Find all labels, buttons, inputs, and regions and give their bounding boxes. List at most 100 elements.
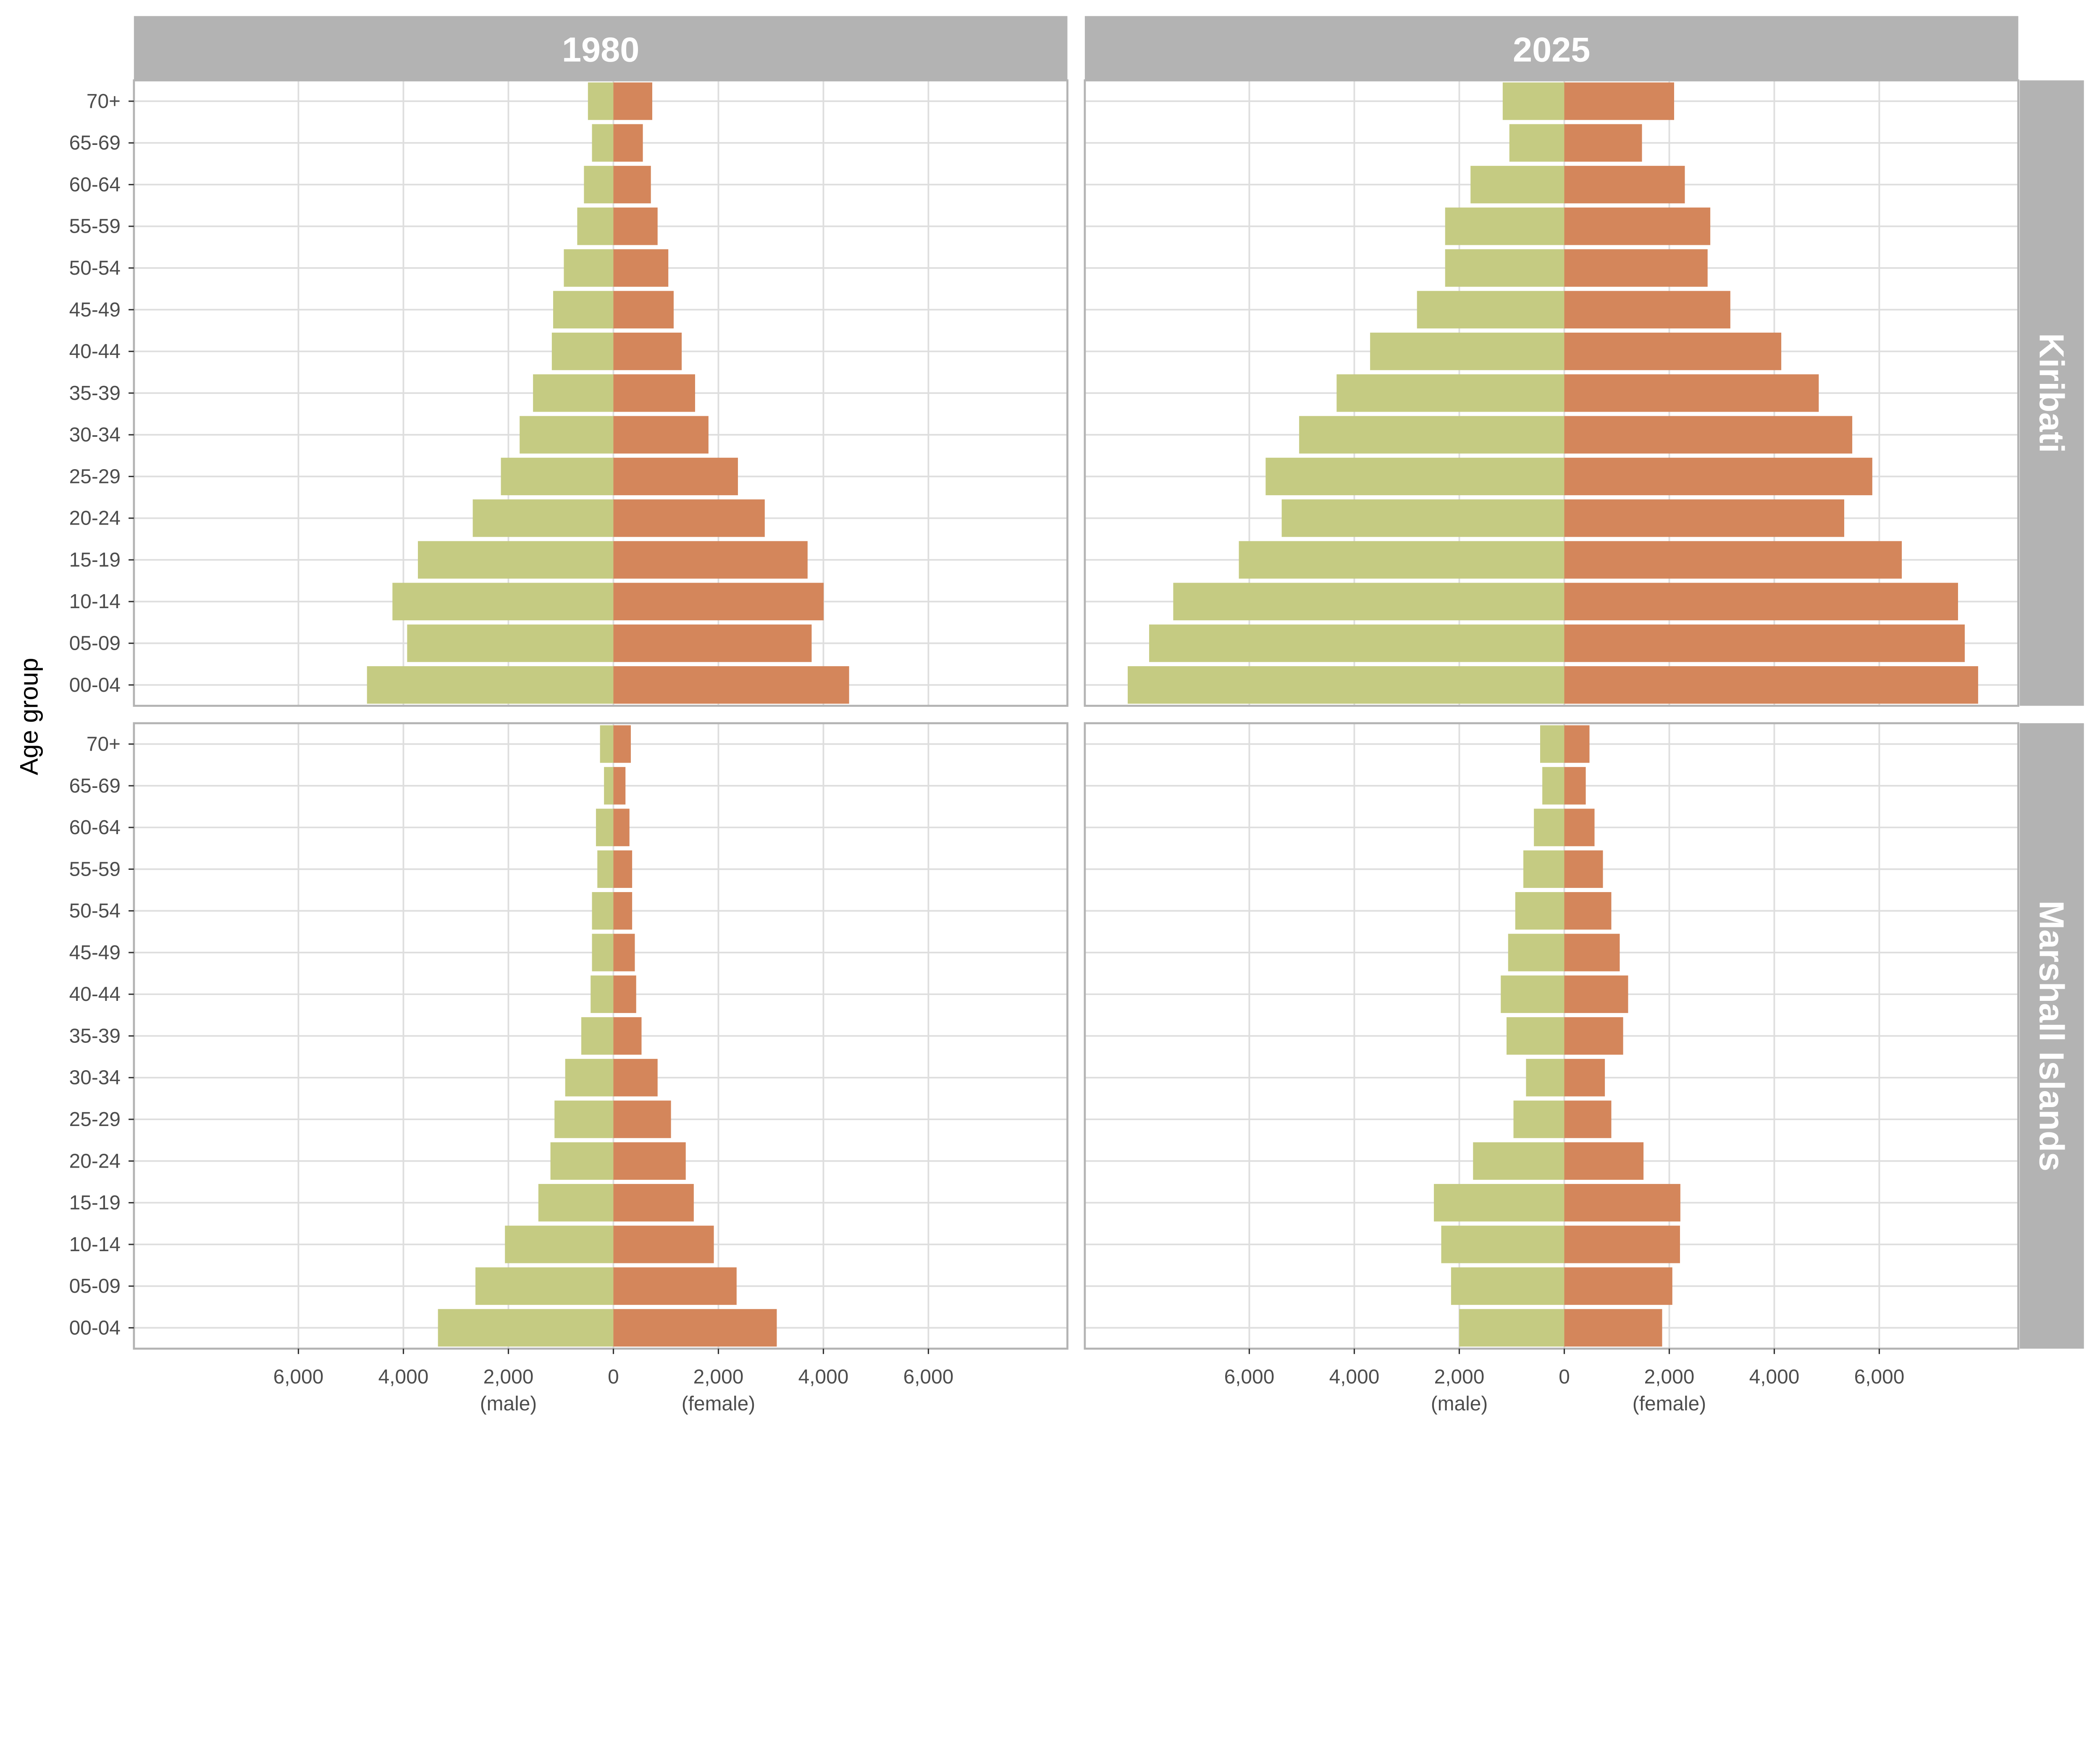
x-tick-label: 2,000 xyxy=(1434,1366,1485,1388)
bar-male-25-29 xyxy=(1513,1100,1564,1138)
bar-female-55-59 xyxy=(613,850,633,888)
bar-female-15-19 xyxy=(613,1184,694,1222)
bar-male-70+ xyxy=(588,82,614,120)
panel-border xyxy=(1084,722,2019,1350)
y-axis-title: Age group xyxy=(14,658,43,775)
bar-male-10-14 xyxy=(505,1226,614,1263)
bar-female-30-34 xyxy=(1564,1059,1605,1097)
bar-female-00-04 xyxy=(613,1309,777,1347)
y-tick-label: 35-39 xyxy=(69,382,121,404)
bar-female-65-69 xyxy=(1564,767,1586,805)
x-sublabel-female: (female) xyxy=(682,1393,755,1415)
bar-male-00-04 xyxy=(1459,1309,1564,1347)
bar-female-55-59 xyxy=(613,207,658,245)
bar-male-25-29 xyxy=(1265,457,1564,496)
bar-female-55-59 xyxy=(1564,850,1603,888)
bar-male-30-34 xyxy=(520,416,614,454)
x-tick-label: 6,000 xyxy=(903,1366,954,1388)
bar-male-10-14 xyxy=(1441,1226,1564,1263)
bar-female-55-59 xyxy=(1564,207,1711,245)
x-tick-label: 4,000 xyxy=(798,1366,849,1388)
y-tick-label: 65-69 xyxy=(69,775,121,797)
bar-female-25-29 xyxy=(1564,457,1872,496)
y-tick-label: 70+ xyxy=(87,90,121,113)
bar-female-40-44 xyxy=(1564,975,1628,1013)
y-tick-label: 35-39 xyxy=(69,1025,121,1047)
bar-male-15-19 xyxy=(417,541,614,579)
bar-male-15-19 xyxy=(538,1184,614,1222)
bar-female-10-14 xyxy=(1564,583,1958,620)
row-strip xyxy=(2019,80,2084,706)
bar-male-30-34 xyxy=(565,1059,614,1097)
bar-male-40-44 xyxy=(1501,975,1564,1013)
y-tick-label: 60-64 xyxy=(69,173,121,196)
y-tick-label: 40-44 xyxy=(69,341,121,363)
bar-male-20-24 xyxy=(1473,1142,1564,1180)
bar-female-20-24 xyxy=(1564,499,1844,537)
bar-female-60-64 xyxy=(613,808,630,846)
bar-male-00-04 xyxy=(438,1309,614,1347)
bar-female-60-64 xyxy=(1564,165,1685,204)
y-tick-label: 55-59 xyxy=(69,858,121,880)
bar-female-50-54 xyxy=(1564,249,1708,287)
y-tick-label: 15-19 xyxy=(69,1192,121,1214)
bar-male-05-09 xyxy=(407,624,614,662)
bar-male-25-29 xyxy=(554,1100,614,1138)
bar-male-65-69 xyxy=(604,767,614,805)
y-tick-label: 15-19 xyxy=(69,549,121,571)
bar-female-25-29 xyxy=(1564,1100,1612,1138)
bar-male-15-19 xyxy=(1239,541,1564,579)
bar-male-60-64 xyxy=(1534,808,1564,846)
y-tick-label: 50-54 xyxy=(69,257,121,279)
bar-female-30-34 xyxy=(1564,416,1853,454)
bar-male-45-49 xyxy=(1417,291,1564,329)
x-tick-label: 4,000 xyxy=(1749,1366,1800,1388)
bar-male-50-54 xyxy=(1445,249,1564,287)
y-tick-label: 55-59 xyxy=(69,215,121,238)
row-strip-label: Marshall Islands xyxy=(2032,900,2071,1171)
y-tick-label: 45-49 xyxy=(69,299,121,321)
bar-female-35-39 xyxy=(1564,374,1819,412)
bar-female-30-34 xyxy=(613,1059,658,1097)
y-tick-label: 00-04 xyxy=(69,674,121,696)
bar-male-35-39 xyxy=(1336,374,1564,412)
bar-female-35-39 xyxy=(1564,1017,1623,1055)
column-strip xyxy=(1084,16,2019,81)
bar-male-35-39 xyxy=(1507,1017,1564,1055)
y-tick-label: 20-24 xyxy=(69,507,121,530)
bar-male-45-49 xyxy=(1508,934,1564,971)
bar-female-05-09 xyxy=(1564,1267,1672,1305)
bar-male-35-39 xyxy=(533,374,614,412)
bar-female-60-64 xyxy=(613,165,651,204)
y-tick-label: 60-64 xyxy=(69,816,121,839)
bar-male-05-09 xyxy=(1149,624,1564,662)
bar-female-05-09 xyxy=(613,624,812,662)
column-strip-label: 2025 xyxy=(1513,30,1590,69)
bar-male-10-14 xyxy=(392,583,614,620)
bar-male-70+ xyxy=(600,725,614,763)
bar-female-20-24 xyxy=(1564,1142,1644,1180)
x-tick-label: 0 xyxy=(1559,1366,1570,1388)
bar-female-45-49 xyxy=(613,934,635,971)
row-strip-label: Kiribati xyxy=(2032,333,2071,453)
bar-female-00-04 xyxy=(1564,666,1978,704)
bar-female-40-44 xyxy=(613,975,636,1013)
column-strip xyxy=(134,16,1068,81)
x-sublabel-male: (male) xyxy=(480,1393,537,1415)
x-tick-label: 0 xyxy=(608,1366,619,1388)
bar-male-20-24 xyxy=(472,499,614,537)
bar-male-15-19 xyxy=(1434,1184,1564,1222)
bar-male-20-24 xyxy=(550,1142,614,1180)
bar-male-55-59 xyxy=(1445,207,1564,245)
bar-female-10-14 xyxy=(1564,1226,1680,1263)
x-tick-label: 4,000 xyxy=(1329,1366,1380,1388)
bar-male-60-64 xyxy=(1470,165,1564,204)
bar-male-35-39 xyxy=(581,1017,614,1055)
bar-male-70+ xyxy=(1502,82,1564,120)
y-tick-label: 05-09 xyxy=(69,633,121,655)
bar-female-70+ xyxy=(1564,82,1674,120)
bar-female-50-54 xyxy=(1564,892,1612,930)
bar-female-00-04 xyxy=(1564,1309,1662,1347)
x-tick-label: 6,000 xyxy=(1224,1366,1275,1388)
bar-female-15-19 xyxy=(1564,541,1902,579)
